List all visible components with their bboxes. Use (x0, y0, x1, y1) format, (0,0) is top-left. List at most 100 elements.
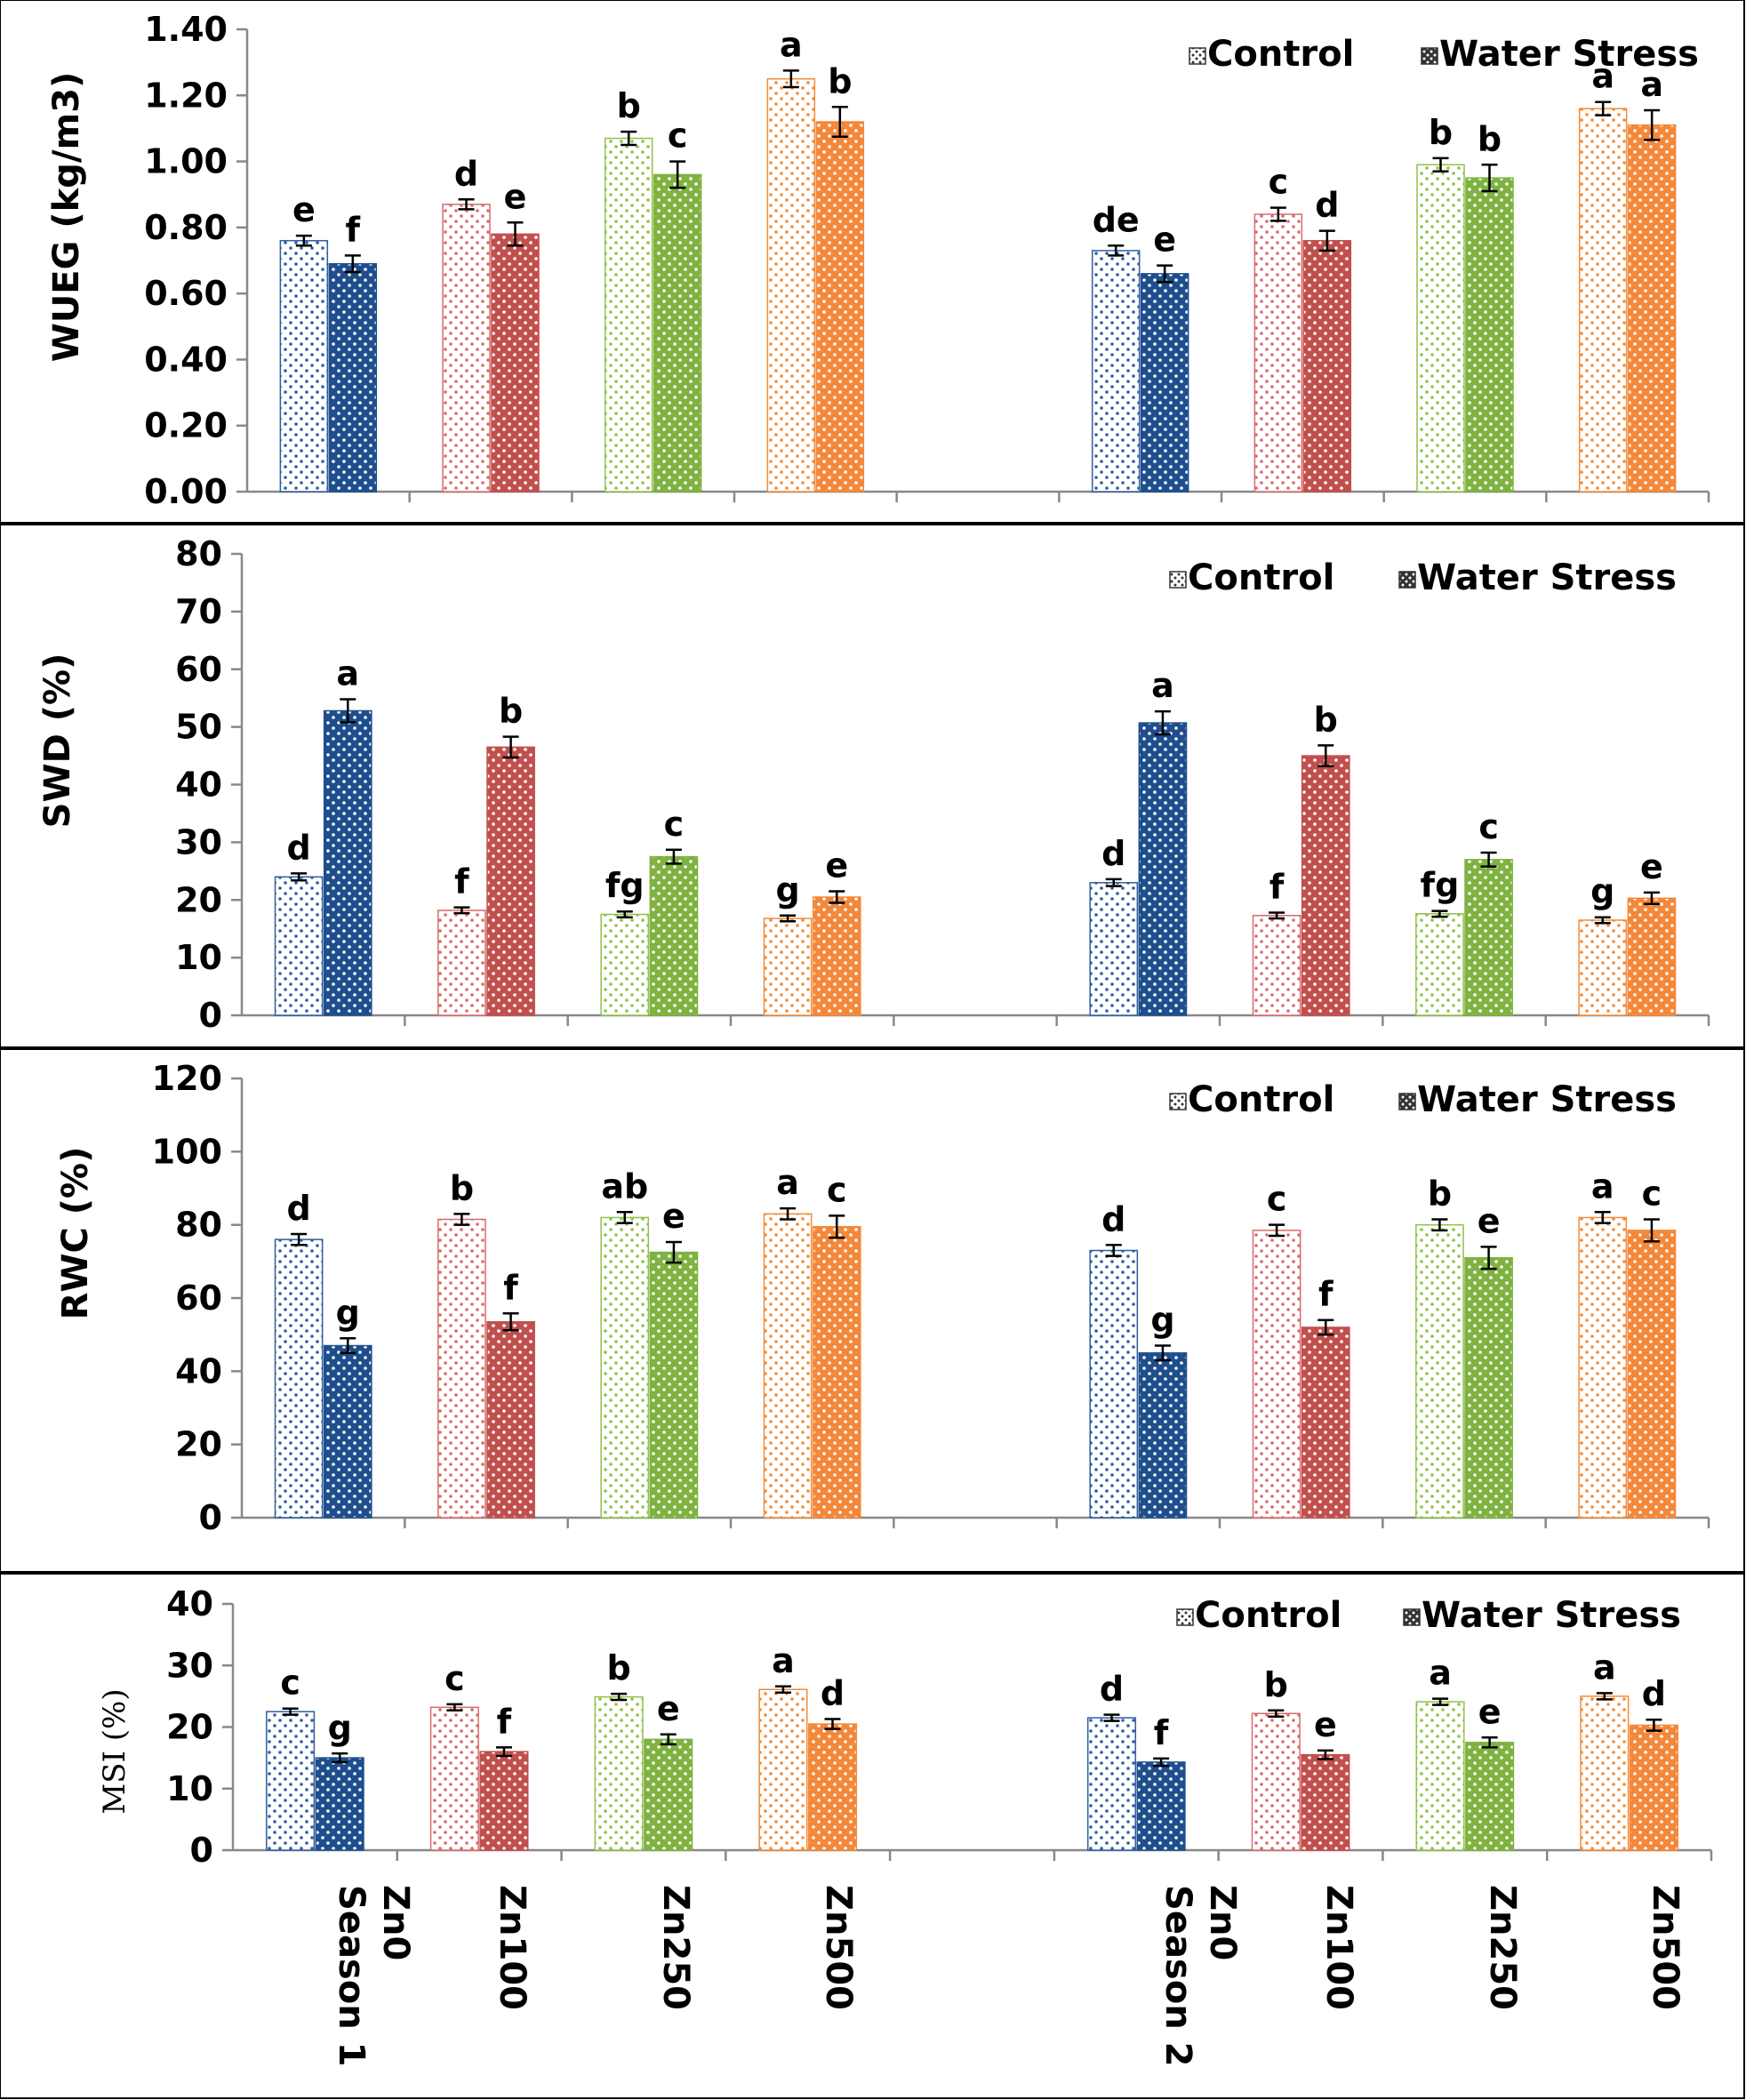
y-tick-label: 0 (199, 1498, 222, 1537)
bar-stress (807, 1723, 858, 1851)
bar-stress (815, 121, 865, 493)
y-tick-label: 1.20 (144, 76, 228, 115)
x-label-season2: Season 2 (1157, 1885, 1198, 2066)
x-label-zn100-s2: Zn100 (1318, 1885, 1359, 2010)
bar-control (594, 1695, 644, 1851)
bar-control (1578, 1216, 1628, 1519)
bar-control (1089, 1249, 1139, 1519)
x-axis-labels: Zn0 Season 1 Zn100 Zn250 Zn500 Zn0 Seaso… (331, 1885, 1686, 2066)
y-tick-label: 1.40 (144, 10, 228, 49)
significance-letter: b (1429, 113, 1453, 152)
significance-letter: c (664, 805, 685, 844)
significance-letter: e (292, 190, 316, 229)
bar-stress (1465, 177, 1514, 493)
significance-letter: a (1591, 57, 1614, 96)
y-axis-label: MSI (%) (97, 1688, 132, 1814)
y-tick-label: 50 (175, 708, 222, 747)
bar-stress (479, 1751, 529, 1851)
bar-control (1578, 108, 1628, 493)
significance-letter: f (1269, 868, 1285, 907)
significance-letter: c (445, 1659, 465, 1698)
bar-stress (1627, 897, 1677, 1016)
bar-control (1578, 919, 1628, 1016)
y-tick-label: 40 (175, 765, 222, 805)
legend-swatch-stress (1403, 1608, 1421, 1626)
x-label-zn100-s1: Zn100 (492, 1885, 533, 2010)
significance-letter: b (828, 61, 852, 100)
x-label-zn500-s2: Zn500 (1645, 1885, 1686, 2010)
significance-letter: e (657, 1689, 680, 1728)
bar-stress (1464, 1256, 1513, 1519)
legend-label-stress: Water Stress (1417, 1079, 1677, 1120)
significance-letter: b (1478, 119, 1502, 158)
significance-letter: g (1590, 872, 1614, 911)
bar-stress (1136, 1761, 1186, 1851)
bar-control (1416, 164, 1465, 493)
bar-stress (323, 1344, 372, 1519)
bar-control (437, 1218, 486, 1519)
bar-stress (486, 1321, 535, 1519)
significance-letter: a (1591, 1166, 1614, 1206)
y-axis-label: RWC (%) (55, 1147, 96, 1320)
legend-swatch-stress (1398, 1093, 1416, 1110)
y-tick-label: 70 (175, 592, 222, 631)
bar-control (266, 1711, 316, 1851)
significance-letter: d (1100, 1670, 1124, 1709)
bar-control (1252, 1230, 1301, 1519)
legend-label-control: Control (1188, 1079, 1334, 1120)
significance-letter: f (497, 1702, 512, 1741)
y-tick-label: 0.60 (144, 274, 228, 313)
significance-letter: b (1428, 1174, 1452, 1213)
bar-stress (653, 173, 702, 493)
bar-control (1580, 1695, 1630, 1851)
significance-letter: f (346, 210, 361, 249)
x-label-zn0-s1: Zn0 (375, 1885, 416, 1960)
bar-stress (649, 1251, 699, 1519)
bar-control (274, 876, 324, 1016)
y-tick-label: 20 (175, 1425, 222, 1464)
bar-stress (323, 709, 372, 1016)
y-tick-label: 20 (175, 880, 222, 919)
bar-stress (1627, 124, 1677, 493)
y-axis-label: SWD (%) (37, 653, 78, 829)
significance-letter: d (286, 1189, 310, 1228)
y-tick-label: 60 (175, 650, 222, 689)
bar-control (600, 913, 650, 1016)
chart-panel-1: 0.00 0.20 0.40 0.60 0.80 1.00 1.20 1.40 WUEG (kg… (46, 10, 1710, 511)
bar-control (1415, 1223, 1464, 1519)
bar-control (763, 918, 813, 1016)
bar-stress (644, 1738, 693, 1851)
x-label-zn250-s1: Zn250 (655, 1885, 696, 2010)
bar-control (437, 910, 486, 1016)
significance-letter: e (662, 1197, 685, 1236)
legend-label-control: Control (1207, 34, 1354, 75)
significance-letter: d (1642, 1674, 1666, 1713)
legend-label-control: Control (1188, 557, 1334, 598)
bar-stress (1140, 273, 1189, 493)
significance-letter: d (821, 1673, 845, 1712)
significance-letter: c (280, 1663, 300, 1703)
bar-stress (328, 262, 378, 493)
bar-stress (1138, 722, 1188, 1016)
legend-label-stress: Water Stress (1417, 557, 1677, 598)
significance-letter: e (504, 177, 527, 216)
significance-letter: c (827, 1170, 847, 1209)
bar-control (1252, 915, 1301, 1016)
bar-control (1415, 1701, 1465, 1851)
chart-panel-3: 0 20 40 60 80 100 120 RWC (%) d b ab a d c b a g f e c g f e c C… (55, 1059, 1710, 1537)
y-tick-label: 0 (199, 996, 222, 1035)
bar-stress (1301, 1327, 1350, 1519)
significance-letter: b (1314, 700, 1338, 739)
significance-letter: e (1314, 1705, 1337, 1744)
bar-control (763, 1213, 813, 1519)
panel-rwc-frame (0, 1048, 1745, 1573)
y-tick-label: 30 (166, 1646, 213, 1685)
y-tick-label: 10 (175, 938, 222, 977)
significance-letter: d (1101, 834, 1125, 873)
significance-letter: e (825, 846, 848, 886)
bar-stress (812, 896, 861, 1016)
significance-letter: e (1640, 847, 1663, 886)
significance-letter: c (1267, 1180, 1287, 1219)
bar-control (1089, 882, 1139, 1016)
